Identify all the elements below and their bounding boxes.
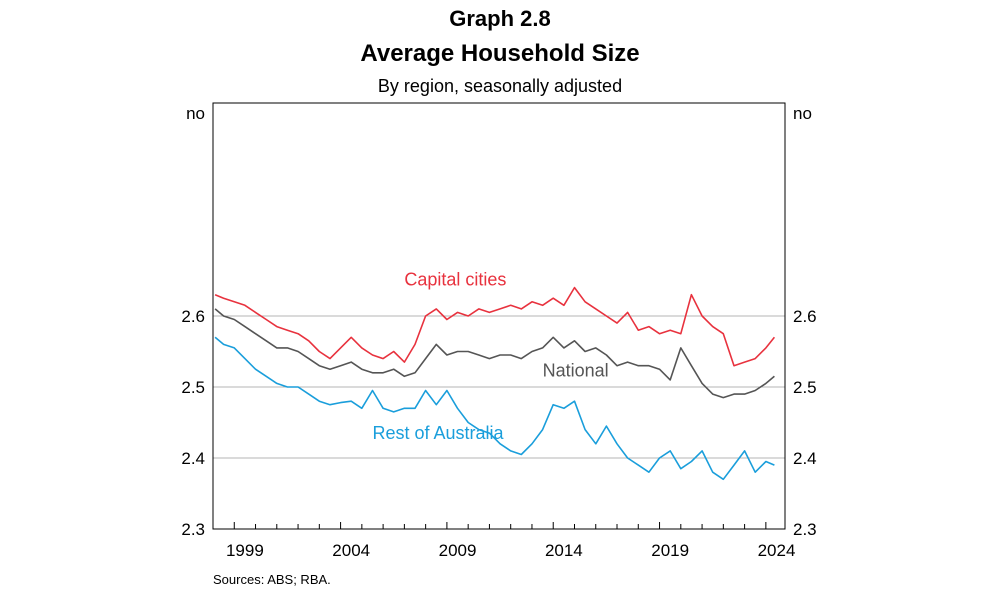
y-tick-label-left: 2.3 — [181, 520, 205, 539]
x-tick-label: 2024 — [758, 541, 796, 560]
series-labels: Capital cities National Rest of Australia — [372, 269, 608, 442]
grid-lines — [213, 315, 785, 459]
chart-title: Average Household Size — [360, 40, 640, 67]
y-unit-right: no — [793, 104, 812, 123]
y-tick-label-left: 2.6 — [181, 307, 205, 326]
x-tick-label: 2014 — [545, 541, 583, 560]
series-line-rest-of-australia — [214, 336, 775, 481]
series-layer — [214, 286, 776, 481]
x-tick-label: 2019 — [651, 541, 689, 560]
y-tick-label-right: 2.4 — [793, 449, 817, 468]
plot-frame — [212, 102, 786, 530]
y-tick-label-left: 2.4 — [181, 449, 205, 468]
x-tick-label: 1999 — [226, 541, 264, 560]
y-tick-label-right: 2.6 — [793, 307, 817, 326]
series-label-capital-cities: Capital cities — [404, 269, 506, 289]
y-tick-label-right: 2.5 — [793, 378, 817, 397]
series-label-national: National — [543, 360, 609, 380]
chart-subtitle: By region, seasonally adjusted — [377, 76, 623, 96]
y-tick-label-right: 2.3 — [793, 520, 817, 539]
graph-number: Graph 2.8 — [449, 6, 551, 31]
series-line-national — [214, 308, 775, 399]
x-tick-label: 2004 — [332, 541, 370, 560]
x-tick-label: 2009 — [439, 541, 477, 560]
y-tick-label-left: 2.5 — [181, 378, 205, 397]
axes: 2.3 2.3 2.4 2.4 2.5 2.5 2.6 2.6 no no 1999 2004 2009… — [181, 104, 816, 560]
series-line-capital-cities — [214, 286, 776, 367]
source-note: Sources: ABS; RBA. — [213, 572, 331, 587]
series-label-rest-of-australia: Rest of Australia — [372, 423, 504, 443]
y-unit-left: no — [186, 104, 205, 123]
